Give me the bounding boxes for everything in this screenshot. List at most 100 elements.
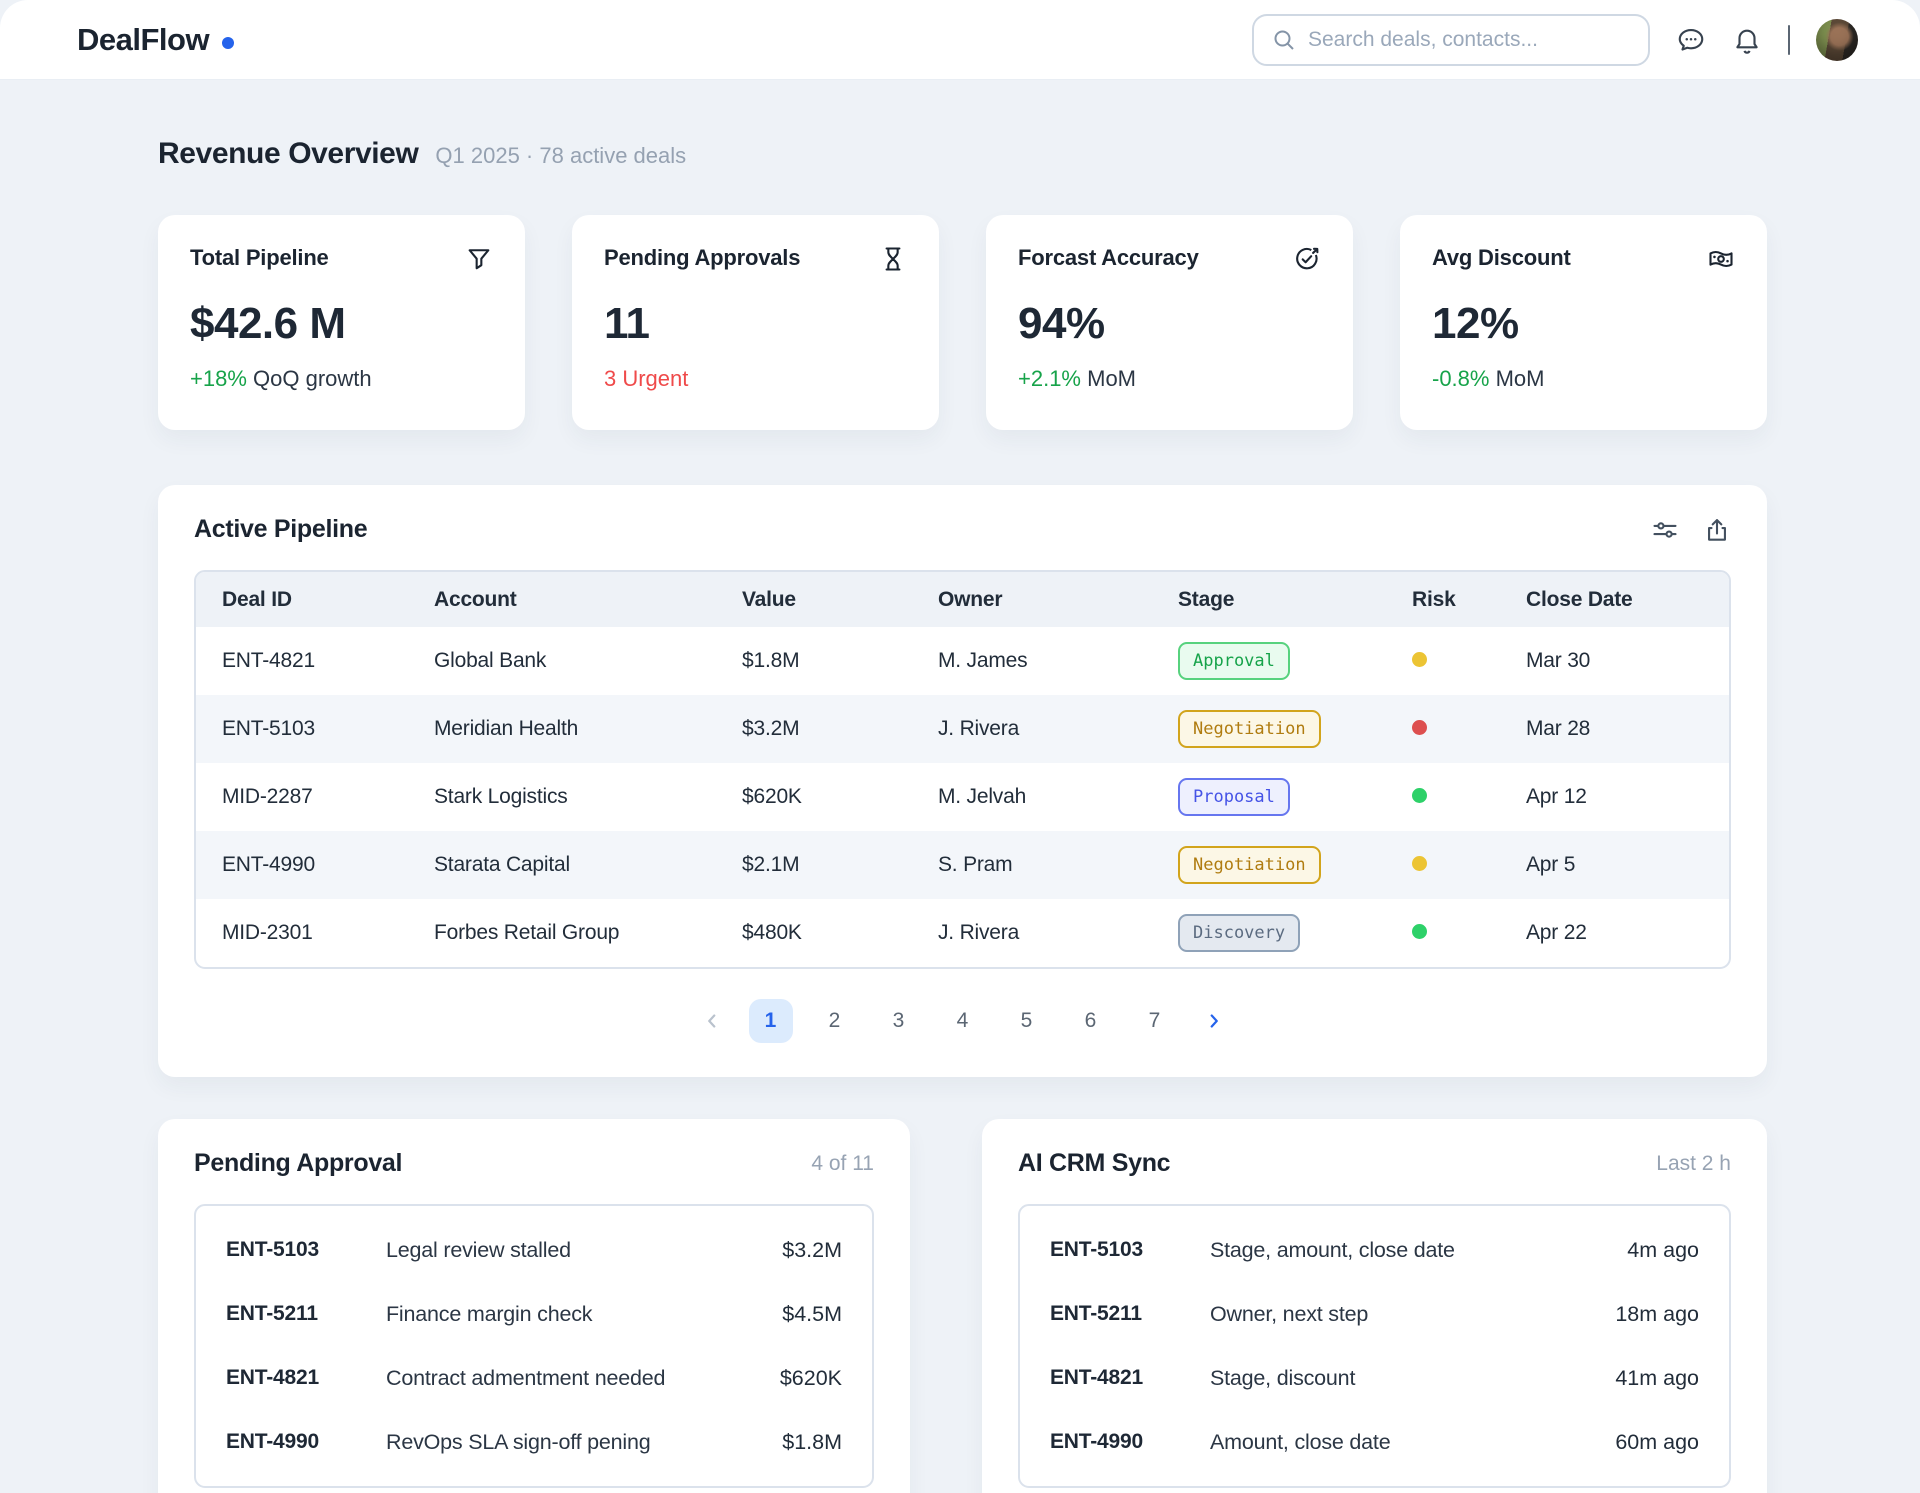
pending-approval-panel: Pending Approval 4 of 11 ENT-5103 Legal … [158, 1119, 910, 1493]
page-button-4[interactable]: 4 [941, 999, 985, 1043]
deal-id: ENT-4990 [1050, 1430, 1143, 1453]
deal-id-cell: ENT-4990 [222, 853, 315, 876]
topbar-divider [1788, 24, 1790, 55]
hourglass-icon [885, 247, 901, 271]
list-item[interactable]: ENT-4821 Contract admentment needed $620… [196, 1346, 872, 1410]
stat-delta: +18% [190, 366, 247, 391]
value-cell: $2.1M [742, 853, 800, 876]
bell-icon [1736, 29, 1758, 54]
list-item[interactable]: ENT-4821 Stage, discount 41m ago [1020, 1346, 1729, 1410]
next-page-button[interactable] [1197, 1010, 1231, 1032]
pipeline-table: Deal ID Account Value Owner Stage Risk C… [194, 570, 1731, 969]
column-header-owner[interactable]: Owner [928, 572, 1168, 627]
stat-value: $42.6 M [190, 299, 346, 348]
synced-fields: Owner, next step [1210, 1301, 1369, 1326]
stat-label: Total Pipeline [190, 245, 329, 270]
risk-dot-yellow [1412, 856, 1427, 871]
close-date-cell: Apr 5 [1526, 853, 1576, 876]
stat-note: MoM [1087, 366, 1137, 391]
page-button-5[interactable]: 5 [1005, 999, 1049, 1043]
stat-value: 94% [1018, 299, 1105, 348]
page-head: Revenue Overview Q1 2025 · 78 active dea… [158, 137, 1767, 171]
user-avatar[interactable] [1816, 18, 1858, 61]
value-cell: $1.8M [742, 649, 800, 672]
stat-card-total-pipeline: Total Pipeline $42.6 M +18% QoQ growth [158, 215, 525, 430]
column-header-account[interactable]: Account [424, 572, 732, 627]
stat-note: MoM [1495, 366, 1545, 391]
stat-label: Pending Approvals [604, 245, 801, 270]
brand-dot-icon [222, 36, 235, 49]
list-item[interactable]: ENT-5103 Stage, amount, close date 4m ag… [1020, 1218, 1729, 1282]
brand-logo[interactable]: DealFlow [77, 21, 235, 58]
stat-delta: +2.1% [1018, 366, 1081, 391]
pipeline-title: Active Pipeline [194, 515, 368, 543]
account-cell: Meridian Health [434, 717, 579, 740]
table-row[interactable]: ENT-4990 Starata Capital $2.1M S. Pram N… [196, 831, 1729, 899]
brand-name: DealFlow [77, 21, 210, 57]
stat-label: Avg Discount [1432, 245, 1571, 270]
value-cell: $480K [742, 921, 802, 944]
owner-cell: J. Rivera [938, 921, 1020, 944]
page-button-2[interactable]: 2 [813, 999, 857, 1043]
page-button-6[interactable]: 6 [1069, 999, 1113, 1043]
page-title: Revenue Overview [158, 137, 419, 170]
stage-badge: Negotiation [1178, 846, 1321, 884]
sync-time: 4m ago [1627, 1237, 1699, 1262]
table-row[interactable]: ENT-5103 Meridian Health $3.2M J. Rivera… [196, 695, 1729, 763]
table-header-row: Deal ID Account Value Owner Stage Risk C… [196, 572, 1729, 627]
page-button-3[interactable]: 3 [877, 999, 921, 1043]
filter-settings-button[interactable] [1651, 516, 1679, 544]
export-button[interactable] [1703, 516, 1731, 544]
close-date-cell: Apr 12 [1526, 785, 1587, 808]
risk-dot-green [1412, 788, 1427, 803]
ai-crm-sync-list: ENT-5103 Stage, amount, close date 4m ag… [1018, 1204, 1731, 1488]
column-header-risk[interactable]: Risk [1402, 572, 1516, 627]
previous-page-button[interactable] [695, 1010, 729, 1032]
active-pipeline-panel: Active Pipeline Deal ID A [158, 485, 1767, 1077]
table-row[interactable]: MID-2301 Forbes Retail Group $480K J. Ri… [196, 899, 1729, 967]
pagination: 1 2 3 4 5 6 7 [194, 999, 1731, 1043]
notifications-button[interactable] [1732, 25, 1762, 55]
funnel-icon [468, 249, 490, 270]
list-item[interactable]: ENT-4990 Amount, close date 60m ago [1020, 1410, 1729, 1474]
approval-reason: Finance margin check [386, 1301, 593, 1326]
share-icon [1708, 518, 1726, 541]
deal-value: $1.8M [782, 1429, 842, 1454]
ai-crm-sync-title: AI CRM Sync [1018, 1149, 1171, 1177]
deal-id: ENT-5211 [226, 1302, 318, 1325]
search-box[interactable] [1252, 13, 1650, 66]
sync-time: 18m ago [1615, 1301, 1699, 1326]
close-date-cell: Mar 28 [1526, 717, 1591, 740]
account-cell: Forbes Retail Group [434, 921, 620, 944]
deal-id: ENT-4821 [1050, 1366, 1143, 1389]
column-header-deal-id[interactable]: Deal ID [196, 572, 424, 627]
column-header-close-date[interactable]: Close Date [1516, 572, 1729, 627]
ai-crm-sync-panel: AI CRM Sync Last 2 h ENT-5103 Stage, amo… [982, 1119, 1767, 1493]
chevron-left-icon [707, 1014, 715, 1028]
page-button-7[interactable]: 7 [1133, 999, 1177, 1043]
page-button-1[interactable]: 1 [748, 999, 793, 1043]
deal-id: ENT-4821 [226, 1366, 319, 1389]
value-cell: $620K [742, 785, 802, 808]
column-header-value[interactable]: Value [732, 572, 928, 627]
list-item[interactable]: ENT-4990 RevOps SLA sign-off pening $1.8… [196, 1410, 872, 1474]
list-item[interactable]: ENT-5211 Owner, next step 18m ago [1020, 1282, 1729, 1346]
chat-icon [1678, 28, 1704, 51]
stat-cards: Total Pipeline $42.6 M +18% QoQ growth P… [158, 215, 1767, 430]
risk-dot-green [1412, 924, 1427, 939]
approval-reason: Contract admentment needed [386, 1365, 666, 1390]
chat-button[interactable] [1676, 25, 1706, 55]
sliders-icon [1653, 521, 1677, 538]
deal-id-cell: MID-2301 [222, 921, 313, 944]
table-row[interactable]: ENT-4821 Global Bank $1.8M M. James Appr… [196, 627, 1729, 695]
table-row[interactable]: MID-2287 Stark Logistics $620K M. Jelvah… [196, 763, 1729, 831]
account-cell: Global Bank [434, 649, 547, 672]
column-header-stage[interactable]: Stage [1168, 572, 1402, 627]
deal-id-cell: MID-2287 [222, 785, 313, 808]
stat-card-avg-discount: Avg Discount 12% -0.8% MoM [1400, 215, 1767, 430]
sync-time: 41m ago [1615, 1365, 1699, 1390]
list-item[interactable]: ENT-5211 Finance margin check $4.5M [196, 1282, 872, 1346]
list-item[interactable]: ENT-5103 Legal review stalled $3.2M [196, 1218, 872, 1282]
search-input[interactable] [1308, 27, 1630, 52]
risk-dot-red [1412, 720, 1427, 735]
